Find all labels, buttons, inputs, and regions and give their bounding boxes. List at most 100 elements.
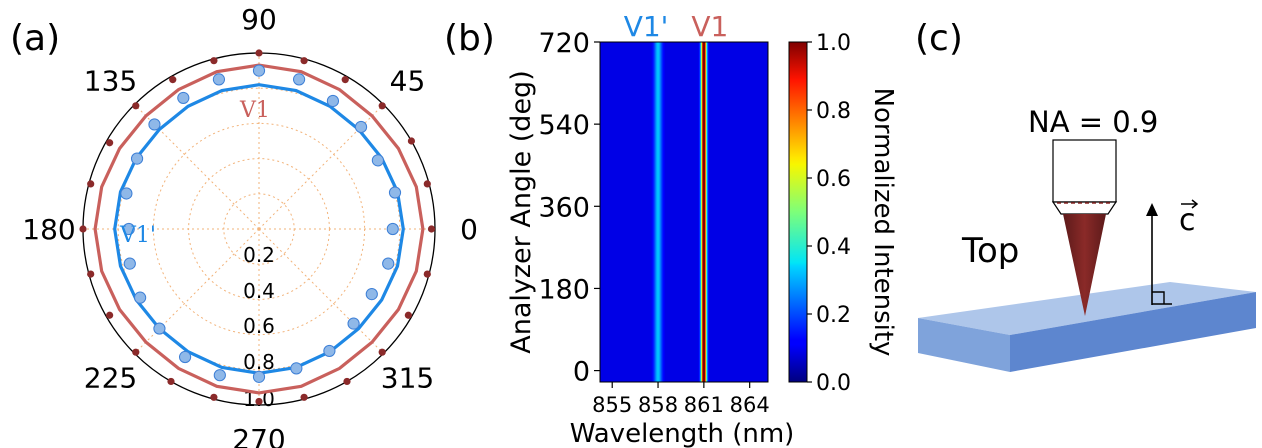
polar-point-v1prime xyxy=(323,344,336,358)
heatmap-cell-column xyxy=(654,42,655,382)
polar-point-v1prime xyxy=(371,154,384,167)
polar-point-v1 xyxy=(300,393,308,401)
polar-point-v1 xyxy=(423,180,431,188)
heatmap-y-tick-label: 180 xyxy=(538,274,590,305)
heatmap-cell-column xyxy=(662,42,664,382)
heatmap-cell-column xyxy=(703,42,704,382)
polar-point-v1 xyxy=(407,137,416,145)
polar-point-v1prime xyxy=(123,257,136,270)
heatmap-cell-column xyxy=(654,42,656,382)
heatmap-cell-column xyxy=(656,42,658,382)
heatmap-background xyxy=(600,42,768,382)
sample-slab-front xyxy=(918,318,1010,372)
polar-angle-tick-label: 315 xyxy=(381,361,434,394)
polar-point-v1prime xyxy=(130,152,144,165)
heatmap-cell-column xyxy=(702,42,704,382)
polar-point-v1prime xyxy=(212,73,226,86)
heatmap-cell-column xyxy=(657,42,658,382)
heatmap-cell-column xyxy=(658,42,660,382)
heatmap-x-axis-label: Wavelength (nm) xyxy=(570,419,795,448)
polar-point-v1 xyxy=(79,225,87,233)
polar-point-v1 xyxy=(167,377,175,386)
panel-label-c: (c) xyxy=(915,18,963,59)
c-axis-vector-arrowhead xyxy=(1191,199,1199,209)
polar-point-v1prime xyxy=(252,64,266,77)
polar-point-v1prime xyxy=(386,222,399,236)
colorbar-tick-label: 0.2 xyxy=(816,303,851,328)
heatmap-cell-column xyxy=(661,42,663,382)
heatmap-cell-column xyxy=(662,42,663,382)
polar-point-v1 xyxy=(343,377,351,386)
polar-point-v1prime xyxy=(252,370,266,383)
polar-point-v1prime xyxy=(292,73,306,86)
heatmap-cell-column xyxy=(704,42,705,382)
heatmap-cell-column xyxy=(658,42,659,382)
polar-angle-tick-label: 225 xyxy=(84,361,137,394)
polar-radial-tick-label: 0.6 xyxy=(243,314,275,338)
heatmap-cell-column xyxy=(653,42,654,382)
polar-radial-tick-label: 0.4 xyxy=(243,279,275,303)
colorbar xyxy=(788,41,808,383)
polar-point-v1 xyxy=(106,311,114,319)
polar-point-v1 xyxy=(210,57,218,65)
objective-tip xyxy=(1051,201,1118,215)
heatmap-title-v1: V1 xyxy=(691,10,728,43)
polar-point-v1 xyxy=(341,76,349,84)
heatmap-cell-column xyxy=(699,42,700,382)
heatmap-x-tick-label: 864 xyxy=(730,393,770,417)
polar-point-v1 xyxy=(87,180,95,188)
heatmap-cell-column xyxy=(656,42,657,382)
colorbar-tick-label: 0.6 xyxy=(816,167,851,192)
heatmap-cell-column xyxy=(704,42,706,382)
polar-point-v1prime xyxy=(326,94,340,108)
heatmap-y-axis-label: Analyzer Angle (deg) xyxy=(506,70,537,353)
top-label: Top xyxy=(961,231,1019,271)
polar-point-v1 xyxy=(106,139,114,147)
heatmap-cell-column xyxy=(661,42,662,382)
heatmap-cell-column xyxy=(700,42,702,382)
polar-angle-tick-label: 270 xyxy=(232,423,285,448)
polar-point-v1prime xyxy=(388,186,402,199)
heatmap-cell-column xyxy=(707,42,709,382)
heatmap-y-tick-label: 540 xyxy=(538,110,590,141)
heatmap-y-tick-label: 360 xyxy=(538,192,590,223)
heatmap-cell-column xyxy=(655,42,656,382)
polar-series-label-v1prime: V1' xyxy=(119,223,156,248)
polar-fit-curve-v1 xyxy=(93,63,425,395)
heatmap-cell-column xyxy=(652,42,653,382)
polar-angle-tick-label: 135 xyxy=(84,65,137,98)
polar-point-v1prime xyxy=(134,291,147,304)
heatmap-cell-column xyxy=(699,42,701,382)
polar-angle-tick-label: 90 xyxy=(241,3,277,36)
polar-grid-spoke xyxy=(258,228,384,354)
panel-label-b: (b) xyxy=(444,18,495,59)
polar-point-v1prime xyxy=(153,322,166,335)
polar-point-v1prime xyxy=(213,369,226,382)
heatmap-cell-column xyxy=(700,42,701,382)
polar-point-v1prime xyxy=(347,317,360,330)
polar-point-v1 xyxy=(378,348,386,356)
colorbar-tick-label: 0.4 xyxy=(816,235,851,260)
heatmap-cell-column xyxy=(706,42,708,382)
polar-point-v1prime xyxy=(148,118,161,131)
heatmap-cell-column xyxy=(705,42,707,382)
polar-point-v1 xyxy=(378,102,386,110)
polar-point-v1 xyxy=(210,393,218,401)
heatmap-frame xyxy=(599,41,769,383)
heatmap-title-v1prime: V1' xyxy=(624,10,669,43)
polar-point-v1prime xyxy=(178,350,192,364)
colorbar-tick-label: 0.0 xyxy=(816,371,851,396)
polar-point-v1 xyxy=(132,348,140,356)
light-cone xyxy=(1063,214,1106,316)
heatmap-cell-column xyxy=(653,42,655,382)
polar-point-v1prime xyxy=(122,222,135,236)
polar-point-v1prime xyxy=(365,288,378,301)
heatmap-cell-column xyxy=(655,42,657,382)
heatmap-cell-column xyxy=(664,42,665,382)
colorbar-tick-label: 1.0 xyxy=(816,31,851,56)
heatmap-cell-column xyxy=(701,42,703,382)
heatmap-cell-column xyxy=(708,42,709,382)
heatmap-cell-column xyxy=(706,42,707,382)
